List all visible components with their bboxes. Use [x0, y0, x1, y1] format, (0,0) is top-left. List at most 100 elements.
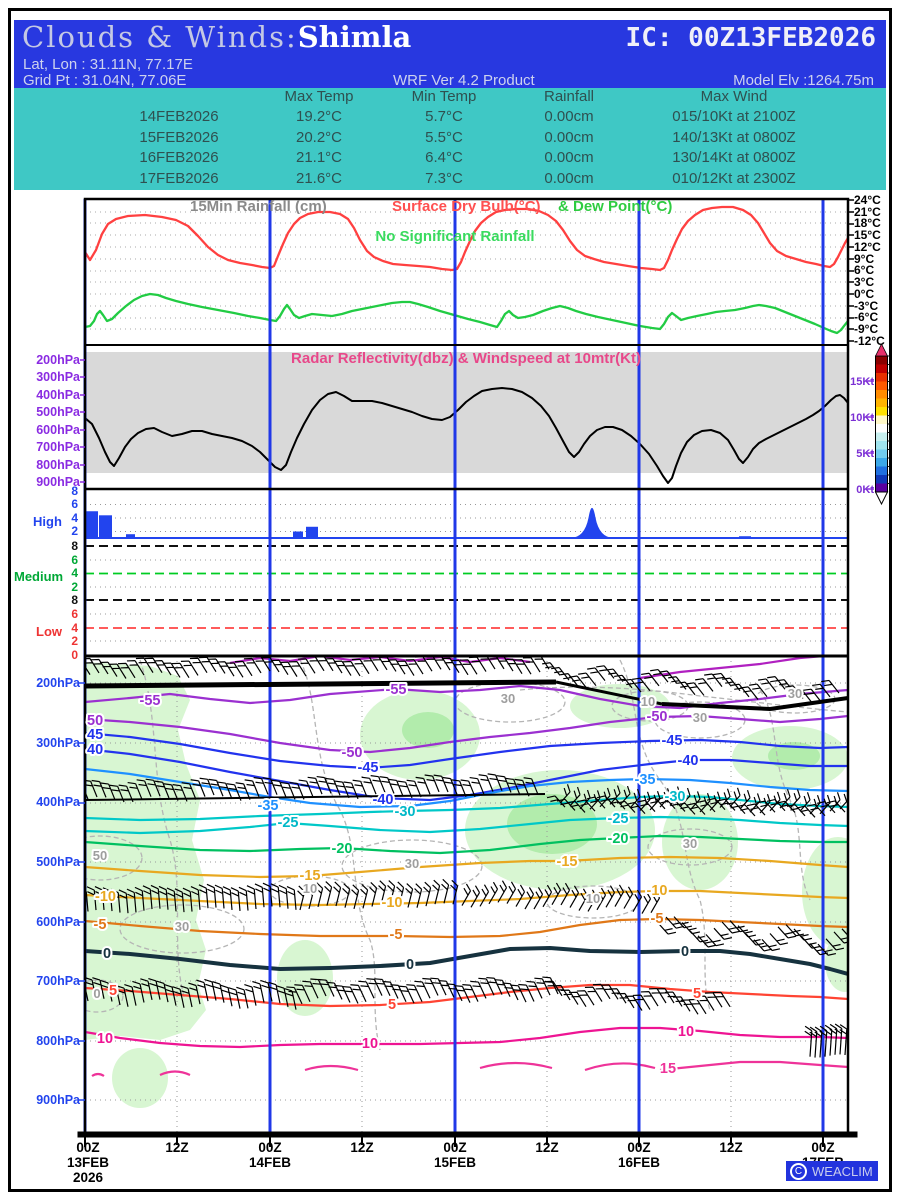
svg-text:00Z: 00Z [443, 1140, 466, 1155]
radar-gray-band [85, 352, 848, 473]
svg-text:00Z: 00Z [258, 1140, 281, 1155]
model-elev: Model Elv :1264.75m [733, 72, 874, 89]
svg-text:8: 8 [71, 593, 78, 607]
svg-text:30: 30 [683, 836, 697, 851]
cloud-reference-lines [85, 537, 848, 629]
table-row-date: 16FEB2026 [139, 149, 219, 167]
col-header-rainfall: Rainfall [543, 88, 595, 105]
svg-text:Low: Low [36, 624, 63, 639]
svg-text:400hPa: 400hPa [36, 388, 81, 402]
svg-text:High: High [33, 514, 62, 529]
svg-text:-15: -15 [300, 868, 321, 884]
table-cell: 0.00cm [544, 108, 594, 126]
svg-text:00Z: 00Z [811, 1140, 834, 1155]
svg-text:500hPa: 500hPa [36, 855, 81, 869]
svg-text:800hPa: 800hPa [36, 1034, 81, 1048]
svg-text:700hPa: 700hPa [36, 440, 81, 454]
col-header-max-temp: Max Temp [284, 88, 354, 105]
svg-text:10: 10 [586, 891, 600, 906]
svg-text:-9°C: -9°C [854, 322, 878, 336]
svg-text:-40: -40 [678, 753, 699, 769]
svg-text:700hPa: 700hPa [36, 974, 81, 988]
svg-text:0: 0 [71, 648, 78, 662]
wind-barb-smears [84, 679, 849, 801]
svg-text:0: 0 [103, 946, 111, 962]
colorbar-arrow-down [874, 491, 889, 506]
svg-text:12Z: 12Z [535, 1140, 558, 1155]
svg-text:Medium: Medium [14, 569, 63, 584]
svg-text:800hPa: 800hPa [36, 458, 81, 472]
svg-text:0: 0 [681, 944, 689, 960]
svg-text:00Z: 00Z [627, 1140, 650, 1155]
table-cell: 20.2°C [295, 128, 343, 146]
svg-text:12Z: 12Z [165, 1140, 188, 1155]
svg-text:5Kt: 5Kt [856, 448, 874, 460]
svg-text:0: 0 [93, 986, 100, 1001]
svg-text:0Kt: 0Kt [856, 484, 874, 496]
table-cell: 5.5°C [425, 128, 463, 146]
svg-text:15Kt: 15Kt [850, 376, 874, 388]
svg-text:0°C: 0°C [854, 287, 874, 301]
svg-text:-55: -55 [140, 693, 161, 709]
svg-text:-50: -50 [647, 709, 668, 725]
svg-text:-5: -5 [390, 927, 403, 943]
svg-text:-30: -30 [665, 789, 686, 805]
logo-text: WEACLIM [812, 1163, 873, 1179]
weaclim-logo: C WEACLIM [786, 1161, 878, 1181]
table-row-date: 15FEB2026 [139, 128, 219, 146]
svg-text:5: 5 [693, 986, 701, 1002]
svg-text:200hPa: 200hPa [36, 353, 81, 367]
svg-text:6: 6 [71, 553, 78, 567]
svg-text:30: 30 [501, 691, 515, 706]
grid-pt: Grid Pt : 31.04N, 77.06E [23, 72, 187, 89]
svg-text:3°C: 3°C [854, 275, 874, 289]
svg-text:50: 50 [87, 713, 103, 729]
radar-panel-title: Radar Reflectivity(dbz) & Windspeed at 1… [291, 350, 641, 367]
svg-text:-3°C: -3°C [854, 299, 878, 313]
svg-text:-20: -20 [608, 831, 629, 847]
svg-text:6: 6 [71, 607, 78, 621]
svg-text:-30: -30 [395, 804, 416, 820]
svg-text:4: 4 [71, 566, 78, 580]
svg-text:21°C: 21°C [854, 205, 881, 219]
axis-ticks [79, 199, 874, 1101]
svg-text:50: 50 [93, 848, 107, 863]
svg-text:10: 10 [97, 1031, 113, 1047]
svg-text:40: 40 [87, 742, 103, 758]
svg-text:300hPa: 300hPa [36, 370, 81, 384]
colorbar-arrow-up [874, 343, 889, 357]
svg-text:10: 10 [678, 1024, 694, 1040]
svg-text:2: 2 [71, 524, 78, 538]
svg-text:-20: -20 [332, 841, 353, 857]
temp-panel-title-drybulb: Surface Dry Bulb(°C) [392, 198, 541, 215]
svg-text:10: 10 [362, 1036, 378, 1052]
table-cell: 010/12Kt at 2300Z [672, 169, 796, 187]
svg-text:300hPa: 300hPa [36, 736, 81, 750]
svg-text:13FEB: 13FEB [67, 1155, 109, 1170]
svg-text:2: 2 [71, 634, 78, 648]
temp-axis-labels: 24°C21°C18°C15°C12°C9°C6°C3°C0°C-3°C-6°C… [854, 193, 885, 348]
table-cell: 0.00cm [544, 149, 594, 167]
windspeed-curve [85, 387, 848, 484]
svg-text:12Z: 12Z [719, 1140, 742, 1155]
svg-text:15: 15 [660, 1061, 676, 1077]
svg-text:30: 30 [405, 856, 419, 871]
temperature-contours [85, 656, 848, 1077]
svg-text:15FEB: 15FEB [434, 1155, 476, 1170]
svg-text:-5: -5 [94, 917, 107, 933]
svg-text:00Z: 00Z [76, 1140, 99, 1155]
table-cell: 140/13Kt at 0800Z [672, 128, 796, 146]
svg-text:5: 5 [388, 997, 396, 1013]
svg-text:-45: -45 [662, 733, 683, 749]
table-row-date: 14FEB2026 [139, 108, 219, 126]
svg-text:-25: -25 [608, 811, 629, 827]
svg-text:6°C: 6°C [854, 263, 874, 277]
svg-text:18°C: 18°C [854, 216, 881, 230]
kt-scale-labels: 15Kt 10Kt 5Kt 0Kt [850, 376, 874, 496]
temp-panel-title-rain: 15Min Rainfall (cm) [190, 198, 327, 215]
table-cell: 21.6°C [295, 169, 343, 187]
lat-lon: Lat, Lon : 31.11N, 77.17E [23, 56, 193, 73]
table-cell: 0.00cm [544, 128, 594, 146]
